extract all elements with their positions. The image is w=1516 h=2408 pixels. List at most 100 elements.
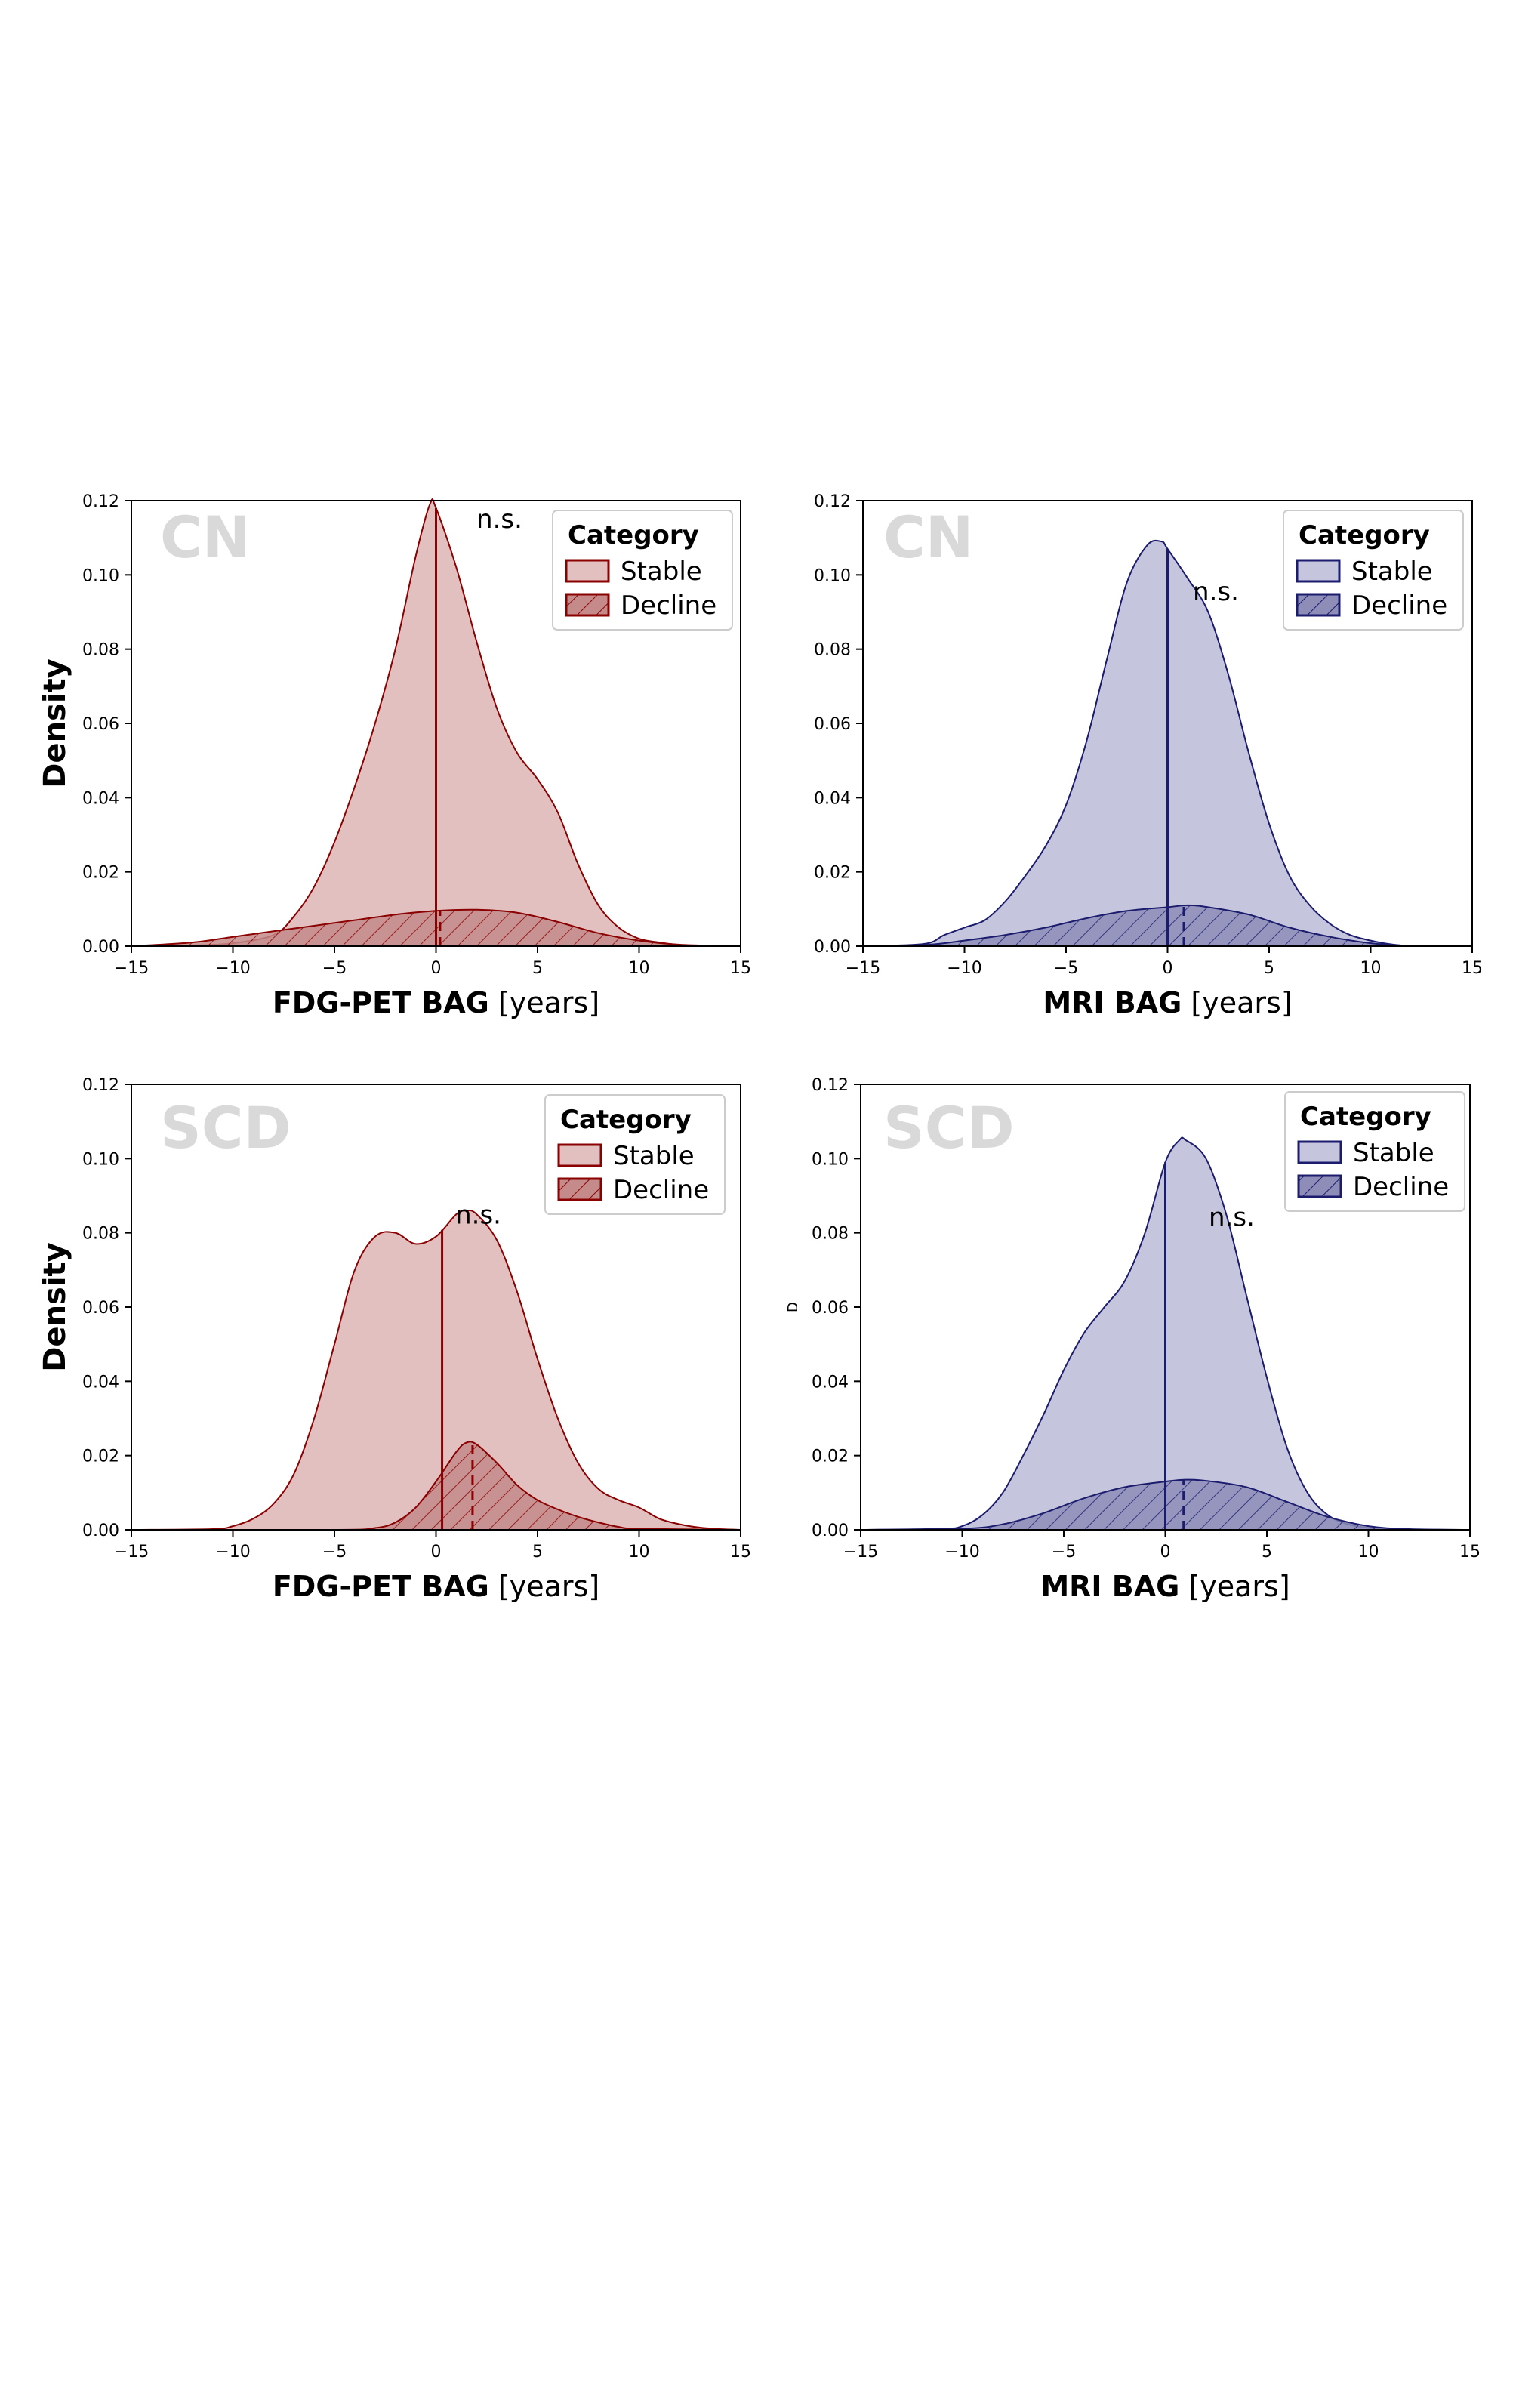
density-curve-decline — [131, 908, 741, 947]
legend-entry-stable: Stable — [1353, 1138, 1434, 1168]
y-axis-label: D — [785, 1302, 801, 1312]
density-curve-decline — [131, 1441, 741, 1531]
y-tick-label: 0.06 — [814, 715, 851, 734]
x-tick-label: 15 — [1459, 1543, 1481, 1562]
y-axis-label: Density — [38, 658, 72, 788]
panel-label: CN — [160, 504, 250, 571]
y-tick-label: 0.08 — [82, 1225, 119, 1244]
x-axis-label-unit: [years] — [1182, 986, 1292, 1019]
x-tick-label: 0 — [1163, 959, 1173, 978]
x-tick-label: 0 — [431, 959, 442, 978]
y-tick-label: 0.12 — [82, 492, 119, 511]
significance-annotation: n.s. — [476, 504, 522, 535]
x-axis-label-unit: [years] — [489, 986, 599, 1019]
x-axis-label-unit: [years] — [489, 1570, 599, 1603]
legend: Category Stable Decline — [1284, 1091, 1465, 1212]
x-tick-label: 10 — [1360, 959, 1382, 978]
legend-entry-stable: Stable — [1351, 557, 1433, 587]
x-axis-label-main: MRI BAG — [1040, 1570, 1179, 1603]
legend-swatch-decline — [1296, 593, 1341, 617]
x-tick-label: 15 — [1462, 959, 1483, 978]
chart-panel-3: SCD n.s. −15 −10 −5 0 5 10 15 0.00 0.02 0.04 0.06 0.0… — [38, 1076, 751, 1603]
x-axis-label-main: FDG-PET BAG — [273, 1570, 489, 1603]
y-tick-label: 0.04 — [812, 1373, 849, 1392]
y-tick-label: 0.10 — [814, 566, 851, 585]
x-tick-label: −10 — [215, 959, 250, 978]
y-tick-label: 0.10 — [82, 566, 119, 585]
x-tick-label: −10 — [947, 959, 981, 978]
y-tick-label: 0.00 — [82, 938, 119, 957]
x-tick-label: 5 — [532, 1543, 543, 1562]
x-axis-label: FDG-PET BAG [years] — [273, 1570, 599, 1603]
y-tick-label: 0.12 — [82, 1076, 119, 1095]
x-tick-label: 0 — [1160, 1543, 1171, 1562]
significance-annotation: n.s. — [1193, 577, 1239, 607]
x-tick-label: 15 — [730, 1543, 751, 1562]
legend-title: Category — [1299, 520, 1430, 550]
x-axis-label: MRI BAG [years] — [1043, 986, 1292, 1019]
x-tick-label: 0 — [431, 1543, 442, 1562]
density-curve-stable — [131, 1210, 741, 1531]
x-axis-label: FDG-PET BAG [years] — [273, 986, 599, 1019]
panel-label: SCD — [883, 1094, 1015, 1161]
y-tick-label: 0.10 — [82, 1150, 119, 1169]
x-tick-label: 5 — [532, 959, 543, 978]
x-tick-label: −5 — [322, 959, 347, 978]
y-tick-label: 0.00 — [812, 1522, 849, 1540]
chart-panel-4: SCD n.s. −15 −10 −5 0 5 10 15 0.00 0.02 0.04 0.06 0.0… — [785, 1076, 1481, 1603]
chart-panel-1: CN n.s. −15 −10 −5 0 5 10 15 0.00 0.02 0.04 0.06 0.08… — [38, 492, 751, 1019]
x-tick-label: −10 — [215, 1543, 250, 1562]
legend-title: Category — [560, 1105, 692, 1135]
legend-entry-decline: Decline — [613, 1175, 709, 1205]
legend-title: Category — [1300, 1102, 1431, 1132]
legend-swatch-decline — [557, 1177, 602, 1201]
x-axis-label-main: MRI BAG — [1043, 986, 1182, 1019]
y-tick-label: 0.00 — [82, 1522, 119, 1540]
y-tick-label: 0.08 — [814, 641, 851, 660]
legend-swatch-stable — [1296, 559, 1341, 583]
panel-label: SCD — [160, 1094, 291, 1161]
chart-panel-2: CN n.s. −15 −10 −5 0 5 10 15 0.00 0.02 0.04 0.06 0.08… — [814, 492, 1483, 1019]
x-axis-label: MRI BAG [years] — [1040, 1570, 1290, 1603]
density-area-stable — [131, 1210, 741, 1530]
legend: Category Stable Decline — [544, 1094, 726, 1215]
density-curve-stable — [862, 539, 1473, 947]
y-tick-label: 0.10 — [812, 1150, 849, 1169]
y-tick-label: 0.04 — [82, 789, 119, 808]
y-tick-label: 0.02 — [82, 864, 119, 883]
significance-annotation: n.s. — [1209, 1202, 1255, 1232]
x-tick-label: −10 — [944, 1543, 979, 1562]
y-tick-label: 0.06 — [812, 1299, 849, 1318]
legend-swatch-stable — [557, 1143, 602, 1167]
x-tick-label: 15 — [730, 959, 751, 978]
legend-entry-decline: Decline — [1351, 590, 1447, 621]
x-tick-label: −15 — [114, 1543, 149, 1562]
legend-entry-stable: Stable — [613, 1141, 695, 1171]
x-tick-label: −5 — [1054, 959, 1078, 978]
y-tick-label: 0.02 — [82, 1448, 119, 1466]
legend-swatch-decline — [1297, 1174, 1342, 1198]
density-curve-decline — [862, 904, 1473, 947]
legend-swatch-stable — [565, 559, 610, 583]
legend-entry-decline: Decline — [1353, 1172, 1449, 1202]
x-tick-label: 10 — [1358, 1543, 1379, 1562]
density-area-decline — [131, 1441, 741, 1531]
y-tick-label: 0.12 — [812, 1076, 849, 1095]
x-tick-label: 5 — [1264, 959, 1274, 978]
y-tick-label: 0.08 — [82, 641, 119, 660]
x-tick-label: 5 — [1262, 1543, 1272, 1562]
y-tick-label: 0.04 — [82, 1373, 119, 1392]
panel-label: CN — [883, 504, 973, 571]
x-tick-label: −5 — [322, 1543, 347, 1562]
y-tick-label: 0.04 — [814, 789, 851, 808]
x-tick-label: −5 — [1052, 1543, 1076, 1562]
y-tick-label: 0.12 — [814, 492, 851, 511]
y-tick-label: 0.02 — [812, 1448, 849, 1466]
x-tick-label: −15 — [114, 959, 149, 978]
y-axis-label: Density — [38, 1242, 72, 1372]
significance-annotation: n.s. — [455, 1201, 501, 1231]
legend-swatch-decline — [565, 593, 610, 617]
legend-entry-stable: Stable — [621, 557, 702, 587]
